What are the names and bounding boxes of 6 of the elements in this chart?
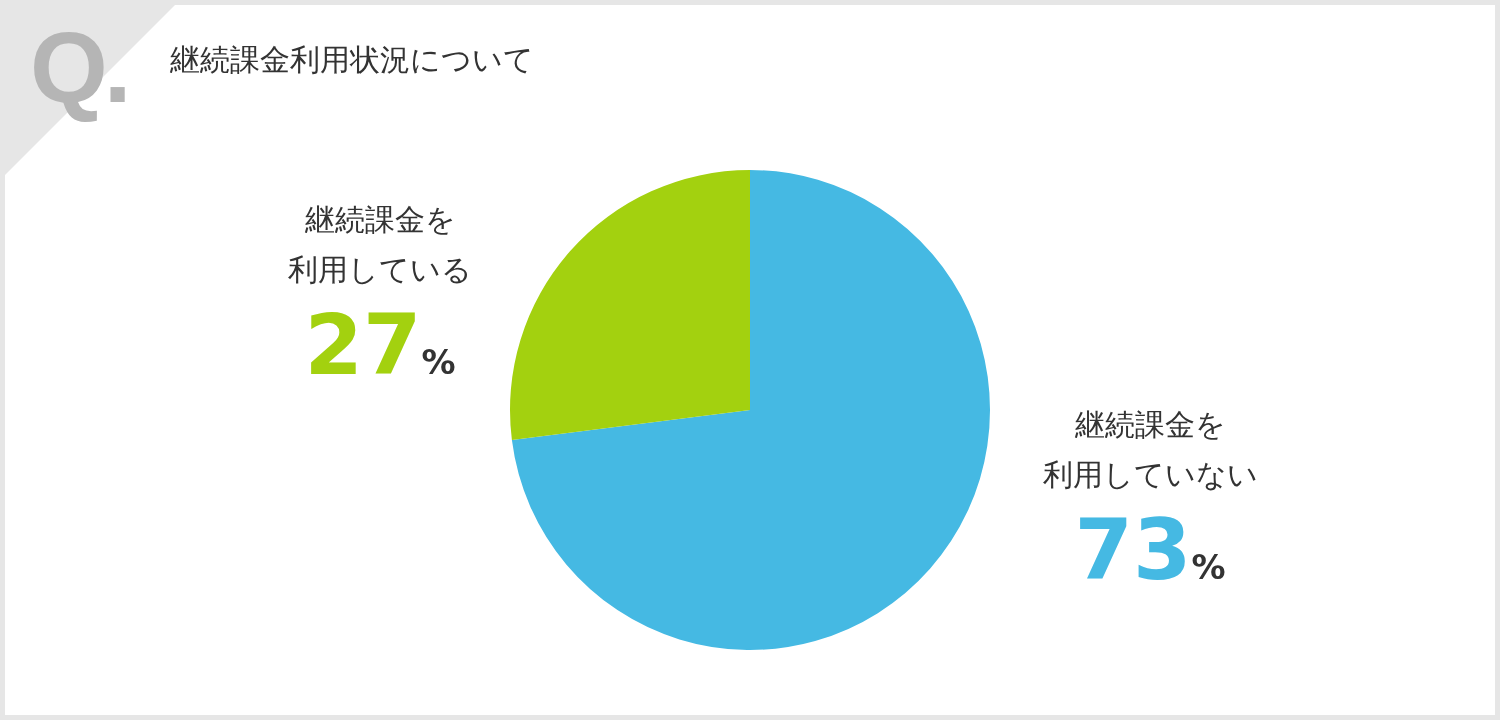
chart-title: 継続課金利用状況について bbox=[170, 41, 534, 79]
slice-label: 継続課金を利用している bbox=[287, 201, 473, 289]
text: Q. bbox=[30, 10, 128, 125]
data-label: 73% bbox=[1074, 501, 1226, 599]
slice-label: 継続課金を利用していない bbox=[1041, 406, 1259, 494]
data-label: 27% bbox=[304, 296, 456, 394]
